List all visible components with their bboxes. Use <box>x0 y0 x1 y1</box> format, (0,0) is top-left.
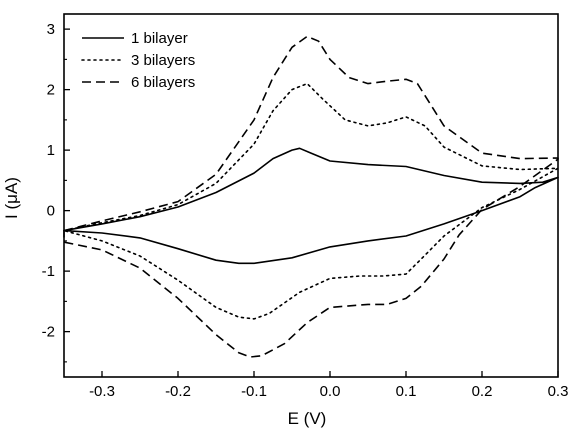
x-tick-label: 0.2 <box>472 383 493 400</box>
x-tick-label: -0.3 <box>89 383 115 400</box>
x-axis-ticks: -0.3 -0.2 -0.1 0.0 0.1 0.2 0.3 <box>89 371 568 400</box>
y-tick-label: 2 <box>47 82 55 99</box>
plot-frame <box>63 13 559 378</box>
legend-label: 3 bilayers <box>131 52 195 69</box>
x-tick-label: 0.0 <box>320 383 341 400</box>
legend-label: 1 bilayer <box>131 30 188 47</box>
y-axis-ticks: -2 -1 0 1 2 3 <box>42 21 70 363</box>
y-tick-label: 3 <box>47 21 55 38</box>
x-axis-label: E (V) <box>288 409 327 428</box>
series-line <box>63 147 559 265</box>
x-tick-label: -0.2 <box>165 383 191 400</box>
series-line <box>63 82 559 320</box>
y-tick-label: -2 <box>42 324 55 341</box>
x-tick-label: 0.1 <box>396 383 417 400</box>
y-tick-label: 0 <box>47 203 55 220</box>
y-tick-label: -1 <box>42 263 55 280</box>
x-tick-label: 0.3 <box>548 383 569 400</box>
y-axis-label: I (μA) <box>2 177 21 219</box>
y-tick-label: 1 <box>47 142 55 159</box>
legend-label: 6 bilayers <box>131 74 195 91</box>
legend: 1 bilayer 3 bilayers 6 bilayers <box>81 30 195 91</box>
x-tick-label: -0.1 <box>241 383 267 400</box>
